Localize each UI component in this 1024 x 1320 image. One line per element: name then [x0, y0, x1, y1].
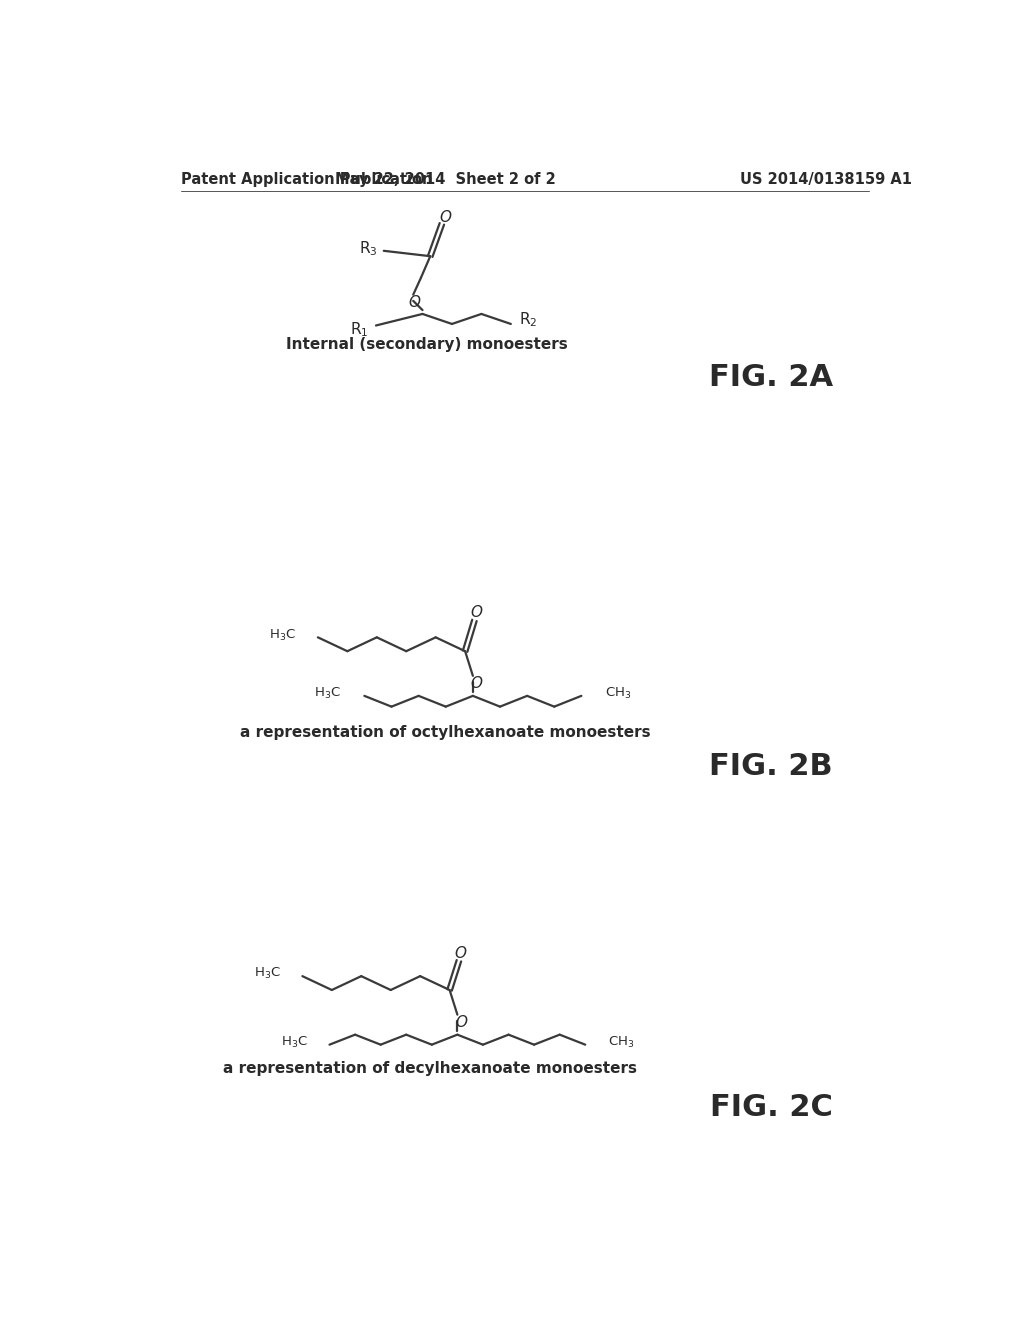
Text: R$_3$: R$_3$ — [359, 239, 378, 257]
Text: O: O — [455, 945, 467, 961]
Text: a representation of octylhexanoate monoesters: a representation of octylhexanoate monoe… — [241, 725, 651, 739]
Text: Patent Application Publication: Patent Application Publication — [180, 172, 432, 186]
Text: O: O — [471, 676, 482, 692]
Text: FIG. 2C: FIG. 2C — [710, 1093, 833, 1122]
Text: O: O — [409, 294, 421, 310]
Text: O: O — [470, 605, 482, 620]
Text: CH$_3$: CH$_3$ — [604, 686, 631, 701]
Text: O: O — [456, 1015, 467, 1030]
Text: R$_1$: R$_1$ — [350, 321, 369, 339]
Text: Internal (secondary) monoesters: Internal (secondary) monoesters — [286, 337, 567, 352]
Text: May 22, 2014  Sheet 2 of 2: May 22, 2014 Sheet 2 of 2 — [336, 172, 556, 186]
Text: FIG. 2A: FIG. 2A — [710, 363, 834, 392]
Text: CH$_3$: CH$_3$ — [608, 1035, 635, 1049]
Text: FIG. 2B: FIG. 2B — [710, 752, 834, 781]
Text: H$_3$C: H$_3$C — [269, 627, 296, 643]
Text: R$_2$: R$_2$ — [519, 310, 538, 330]
Text: O: O — [439, 210, 452, 226]
Text: H$_3$C: H$_3$C — [281, 1035, 308, 1049]
Text: US 2014/0138159 A1: US 2014/0138159 A1 — [739, 172, 911, 186]
Text: a representation of decylhexanoate monoesters: a representation of decylhexanoate monoe… — [223, 1061, 637, 1076]
Text: H$_3$C: H$_3$C — [314, 686, 341, 701]
Text: H$_3$C: H$_3$C — [254, 966, 281, 981]
